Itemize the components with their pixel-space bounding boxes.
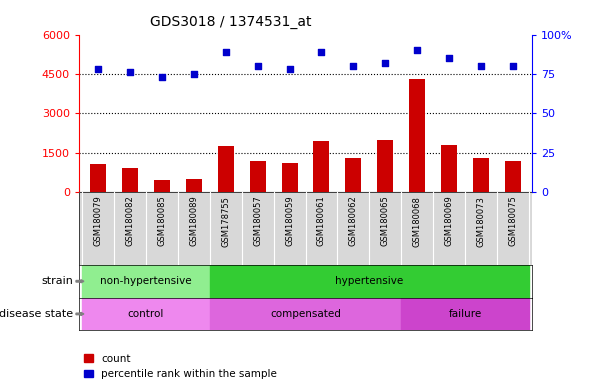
Point bbox=[381, 60, 390, 66]
Bar bbox=[210, 265, 529, 298]
Text: control: control bbox=[128, 309, 164, 319]
Bar bbox=[122, 168, 138, 192]
Text: hypertensive: hypertensive bbox=[335, 276, 404, 286]
Bar bbox=[345, 158, 361, 192]
Text: GSM180061: GSM180061 bbox=[317, 196, 326, 247]
Point bbox=[285, 66, 294, 72]
Bar bbox=[505, 161, 521, 192]
Bar bbox=[218, 146, 233, 192]
Bar bbox=[90, 164, 106, 192]
Bar bbox=[250, 161, 266, 192]
Bar bbox=[82, 265, 210, 298]
Bar bbox=[282, 163, 297, 192]
Text: failure: failure bbox=[448, 309, 482, 319]
Text: GSM180073: GSM180073 bbox=[477, 196, 485, 247]
Point bbox=[125, 69, 135, 75]
Bar bbox=[409, 79, 425, 192]
Text: GSM178755: GSM178755 bbox=[221, 196, 230, 247]
Text: GSM180075: GSM180075 bbox=[508, 196, 517, 247]
Point bbox=[189, 71, 199, 77]
Point bbox=[253, 63, 263, 69]
Text: GSM180062: GSM180062 bbox=[349, 196, 358, 247]
Bar bbox=[186, 179, 202, 192]
Text: GSM180069: GSM180069 bbox=[444, 196, 454, 247]
Text: strain: strain bbox=[41, 276, 73, 286]
Point bbox=[317, 49, 326, 55]
Point bbox=[508, 63, 518, 69]
Text: non-hypertensive: non-hypertensive bbox=[100, 276, 192, 286]
Bar bbox=[314, 141, 330, 192]
Bar bbox=[441, 145, 457, 192]
Bar bbox=[401, 298, 529, 330]
Text: GSM180059: GSM180059 bbox=[285, 196, 294, 246]
Text: GSM180068: GSM180068 bbox=[413, 196, 422, 247]
Text: GDS3018 / 1374531_at: GDS3018 / 1374531_at bbox=[150, 15, 312, 29]
Bar bbox=[473, 158, 489, 192]
Text: GSM180085: GSM180085 bbox=[157, 196, 167, 247]
Bar bbox=[210, 298, 401, 330]
Text: GSM180082: GSM180082 bbox=[126, 196, 134, 247]
Bar bbox=[82, 298, 210, 330]
Legend: count, percentile rank within the sample: count, percentile rank within the sample bbox=[85, 354, 277, 379]
Text: GSM180079: GSM180079 bbox=[94, 196, 103, 247]
Text: GSM180057: GSM180057 bbox=[253, 196, 262, 247]
Point bbox=[444, 55, 454, 61]
Point bbox=[221, 49, 230, 55]
Point bbox=[348, 63, 358, 69]
Point bbox=[476, 63, 486, 69]
Text: GSM180065: GSM180065 bbox=[381, 196, 390, 247]
Bar bbox=[378, 139, 393, 192]
Text: GSM180089: GSM180089 bbox=[189, 196, 198, 247]
Text: disease state: disease state bbox=[0, 309, 73, 319]
Bar bbox=[154, 180, 170, 192]
Point bbox=[157, 74, 167, 80]
Point bbox=[412, 47, 422, 53]
Text: compensated: compensated bbox=[270, 309, 341, 319]
Point bbox=[93, 66, 103, 72]
